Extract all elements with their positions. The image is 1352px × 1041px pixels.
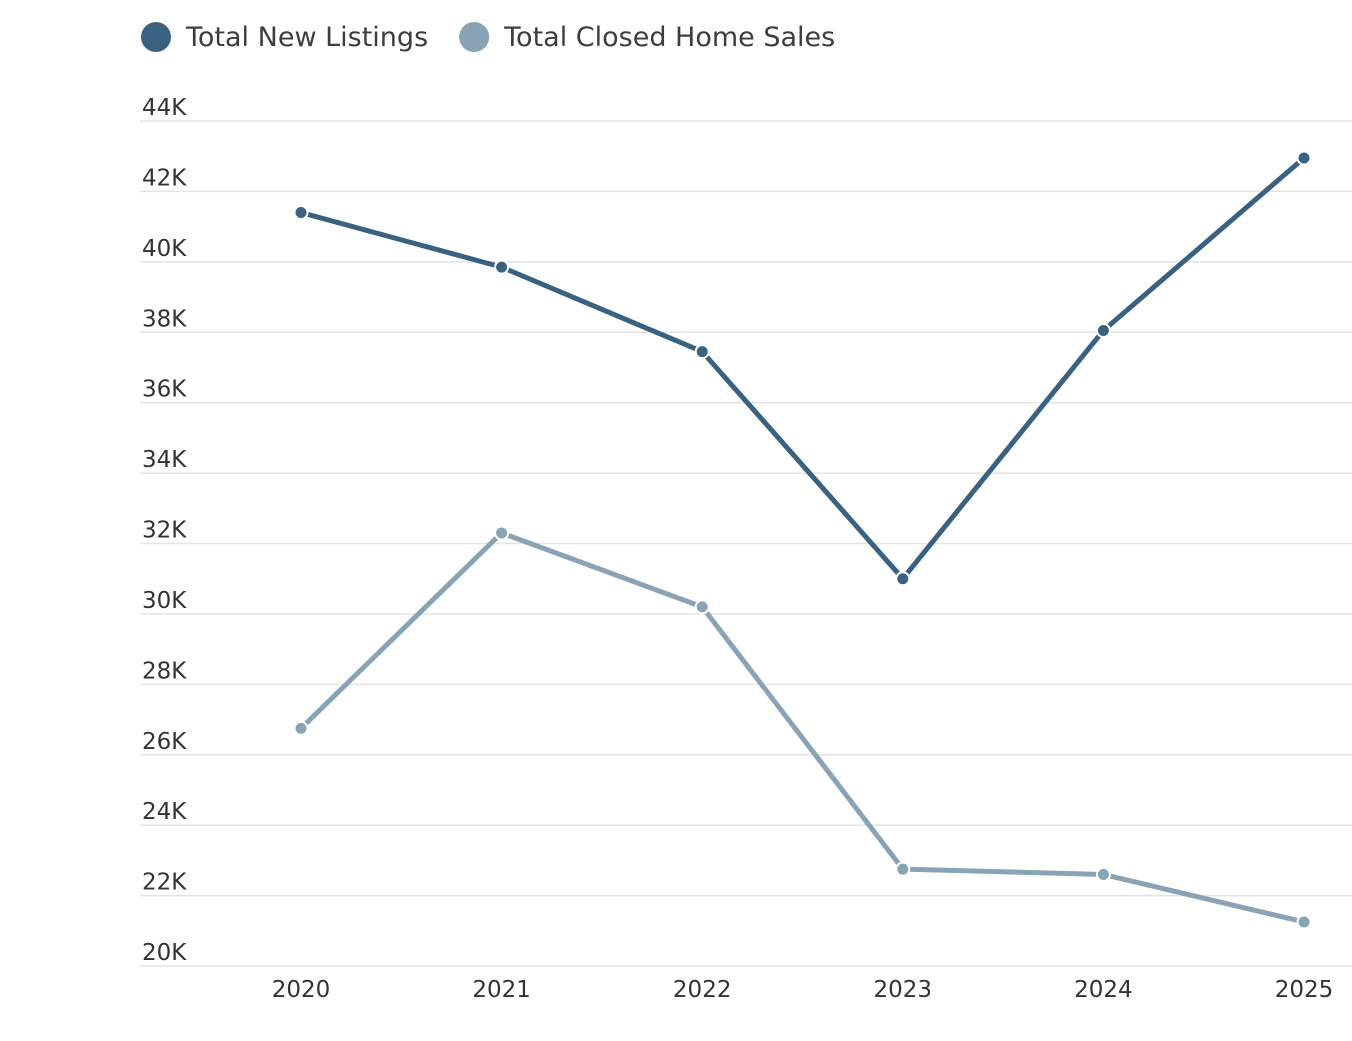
gridlines (140, 120, 1352, 967)
y-tick-label: 36K (142, 377, 187, 403)
y-tick-label: 40K (142, 236, 187, 262)
data-point-total-closed-home-sales-2024 (1095, 866, 1111, 882)
data-point-total-closed-home-sales-2022 (694, 599, 710, 615)
x-tick-label: 2025 (1275, 977, 1334, 1003)
data-point-total-closed-home-sales-2021 (494, 525, 510, 541)
series-group (293, 150, 1312, 930)
data-point-total-new-listings-2023 (895, 571, 911, 587)
y-tick-label: 22K (142, 870, 187, 896)
data-point-total-new-listings-2022 (694, 344, 710, 360)
data-point-total-closed-home-sales-2020 (293, 720, 309, 736)
y-tick-label: 20K (142, 940, 187, 966)
x-tick-label: 2024 (1074, 977, 1133, 1003)
data-point-total-new-listings-2020 (293, 205, 309, 221)
y-tick-label: 34K (142, 447, 187, 473)
x-axis: 2020 2021 2022 2023 2024 2025 (272, 977, 1334, 1003)
y-tick-label: 42K (142, 165, 187, 191)
data-point-total-new-listings-2021 (494, 259, 510, 275)
legend-marker-total-closed-home-sales (459, 22, 490, 52)
y-tick-label: 38K (142, 306, 187, 332)
legend-label-total-closed-home-sales: Total Closed Home Sales (503, 22, 835, 53)
data-point-total-new-listings-2025 (1296, 150, 1312, 166)
series-line-total-closed-home-sales (298, 530, 1307, 925)
y-tick-label: 32K (142, 518, 187, 544)
legend: Total New Listings Total Closed Home Sale… (141, 22, 835, 53)
x-tick-label: 2022 (673, 977, 732, 1003)
legend-marker-total-new-listings (141, 22, 171, 52)
legend-label-total-new-listings: Total New Listings (185, 22, 428, 53)
data-point-total-closed-home-sales-2023 (895, 861, 911, 877)
x-tick-label: 2023 (874, 977, 933, 1003)
data-point-total-closed-home-sales-2025 (1296, 914, 1312, 930)
y-tick-label: 28K (142, 658, 187, 684)
x-tick-label: 2020 (272, 977, 331, 1003)
y-tick-label: 24K (142, 799, 187, 825)
y-axis: 20K 22K 24K 26K 28K 30K 32K 34K 36K 38K 40K 42K 44K (142, 95, 187, 966)
data-point-total-new-listings-2024 (1095, 322, 1111, 338)
y-tick-label: 26K (142, 729, 187, 755)
y-tick-label: 30K (142, 588, 187, 614)
y-tick-label: 44K (142, 95, 187, 121)
series-line-total-new-listings (298, 155, 1307, 582)
x-tick-label: 2021 (472, 977, 531, 1003)
